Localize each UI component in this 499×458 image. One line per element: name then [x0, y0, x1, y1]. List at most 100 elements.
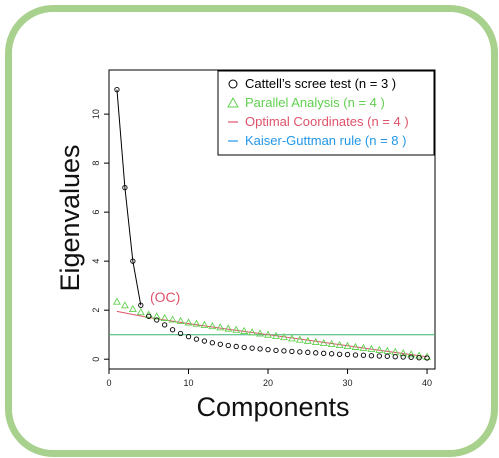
parallel-point — [112, 297, 121, 305]
parallel-point — [176, 316, 185, 324]
eigenvalue-point — [321, 350, 327, 356]
x-tick-label: 30 — [343, 378, 353, 388]
eigenvalue-point — [313, 350, 319, 356]
eigenvalue-point — [122, 184, 128, 191]
parallel-point — [208, 321, 217, 330]
legend-label: Optimal Coordinates (n = 4 ) — [245, 114, 409, 129]
parallel-point — [200, 320, 209, 328]
scree-line — [116, 89, 142, 306]
parallel-point — [120, 301, 129, 309]
parallel-point — [303, 336, 312, 344]
parallel-point — [264, 330, 272, 338]
parallel-point — [279, 333, 288, 341]
parallel-point — [136, 308, 145, 316]
parallel-point — [367, 344, 376, 352]
data-marks — [109, 86, 435, 361]
y-tick-label: 6 — [91, 210, 101, 215]
y-tick-label: 8 — [91, 161, 101, 166]
eigenvalue-point — [201, 338, 208, 344]
parallel-point — [375, 345, 384, 353]
legend-label: Cattell’s scree test (n = 3 ) — [245, 76, 396, 91]
eigenvalue-point — [328, 351, 335, 357]
parallel-point — [319, 338, 328, 347]
x-tick-label: 20 — [263, 378, 273, 388]
eigenvalue-point — [392, 354, 398, 360]
plot-box — [108, 69, 436, 370]
parallel-point — [335, 340, 344, 348]
parallel-point — [256, 329, 265, 337]
eigenvalue-point — [368, 353, 375, 359]
parallel-point — [240, 326, 249, 335]
parallel-point — [272, 331, 280, 339]
legend-circle-icon — [228, 79, 238, 89]
eigenvalue-point — [177, 330, 184, 337]
parallel-point — [351, 342, 360, 350]
axes: 0 10 20 30 40 0 2 4 6 8 10 — [91, 109, 432, 388]
eigenvalue-point — [225, 342, 231, 349]
parallel-point — [160, 313, 169, 322]
eigenvalue-point — [376, 353, 382, 359]
eigenvalue-point — [400, 354, 406, 360]
eigenvalue-point — [146, 313, 152, 319]
eigenvalue-point — [297, 349, 303, 355]
eigenvalue-point — [257, 346, 263, 352]
parallel-point — [327, 339, 336, 348]
eigenvalue-point — [424, 355, 430, 361]
parallel-point — [407, 350, 416, 358]
legend-label: Parallel Analysis (n = 4 ) — [245, 95, 385, 110]
x-tick-label: 40 — [422, 378, 432, 388]
parallel-point — [415, 351, 424, 359]
parallel-point — [311, 337, 320, 346]
legend-triangle-icon — [227, 96, 239, 108]
eigenvalue-point — [193, 336, 200, 342]
parallel-point — [224, 324, 233, 332]
eigenvalue-point — [360, 352, 367, 358]
eigenvalue-point — [408, 354, 414, 360]
parallel-point — [168, 315, 177, 323]
eigenvalue-point — [384, 353, 390, 359]
parallel-point — [295, 335, 304, 343]
x-tick-label: 0 — [106, 378, 111, 388]
parallel-point — [184, 318, 193, 326]
eigenvalue-point — [154, 317, 160, 323]
x-axis-title: Components — [196, 392, 349, 422]
parallel-point — [216, 323, 225, 331]
eigenvalue-point — [344, 351, 351, 358]
eigenvalue-point — [305, 349, 311, 355]
eigenvalue-point — [209, 340, 216, 346]
eigenvalue-point — [185, 333, 192, 340]
y-axis-title: Eigenvalues — [55, 144, 85, 291]
parallel-point — [359, 343, 368, 351]
eigenvalue-point — [217, 341, 223, 347]
y-tick-label: 2 — [91, 308, 101, 313]
y-tick-label: 10 — [91, 109, 101, 119]
eigenvalue-point — [336, 351, 343, 357]
oc-line — [116, 310, 428, 358]
eigenvalue-point — [416, 355, 422, 361]
eigenvalue-point — [114, 86, 120, 93]
eigenvalue-point — [162, 322, 168, 328]
eigenvalue-point — [241, 344, 247, 351]
eigenvalue-point — [281, 348, 287, 354]
parallel-point — [391, 347, 400, 355]
y-tick-label: 0 — [91, 357, 101, 362]
eigenvalue-point — [169, 327, 176, 333]
parallel-point — [399, 348, 408, 357]
parallel-point — [343, 341, 352, 349]
legend: Cattell’s scree test (n = 3 ) Parallel An… — [217, 70, 435, 156]
parallel-point — [152, 312, 161, 320]
eigenvalue-point — [265, 346, 271, 353]
parallel-point — [128, 304, 137, 312]
parallel-point — [232, 325, 241, 333]
eigenvalue-point — [352, 352, 359, 358]
oc-annotation: (OC) — [150, 289, 180, 305]
legend-label: Kaiser-Guttman rule (n = 8 ) — [245, 133, 406, 148]
parallel-point — [248, 328, 257, 336]
eigenvalue-point — [289, 348, 295, 355]
x-tick-label: 10 — [184, 378, 194, 388]
parallel-point — [287, 334, 296, 342]
eigenvalue-point — [138, 302, 144, 308]
eigenvalue-point — [130, 258, 136, 264]
legend-box — [217, 70, 435, 156]
